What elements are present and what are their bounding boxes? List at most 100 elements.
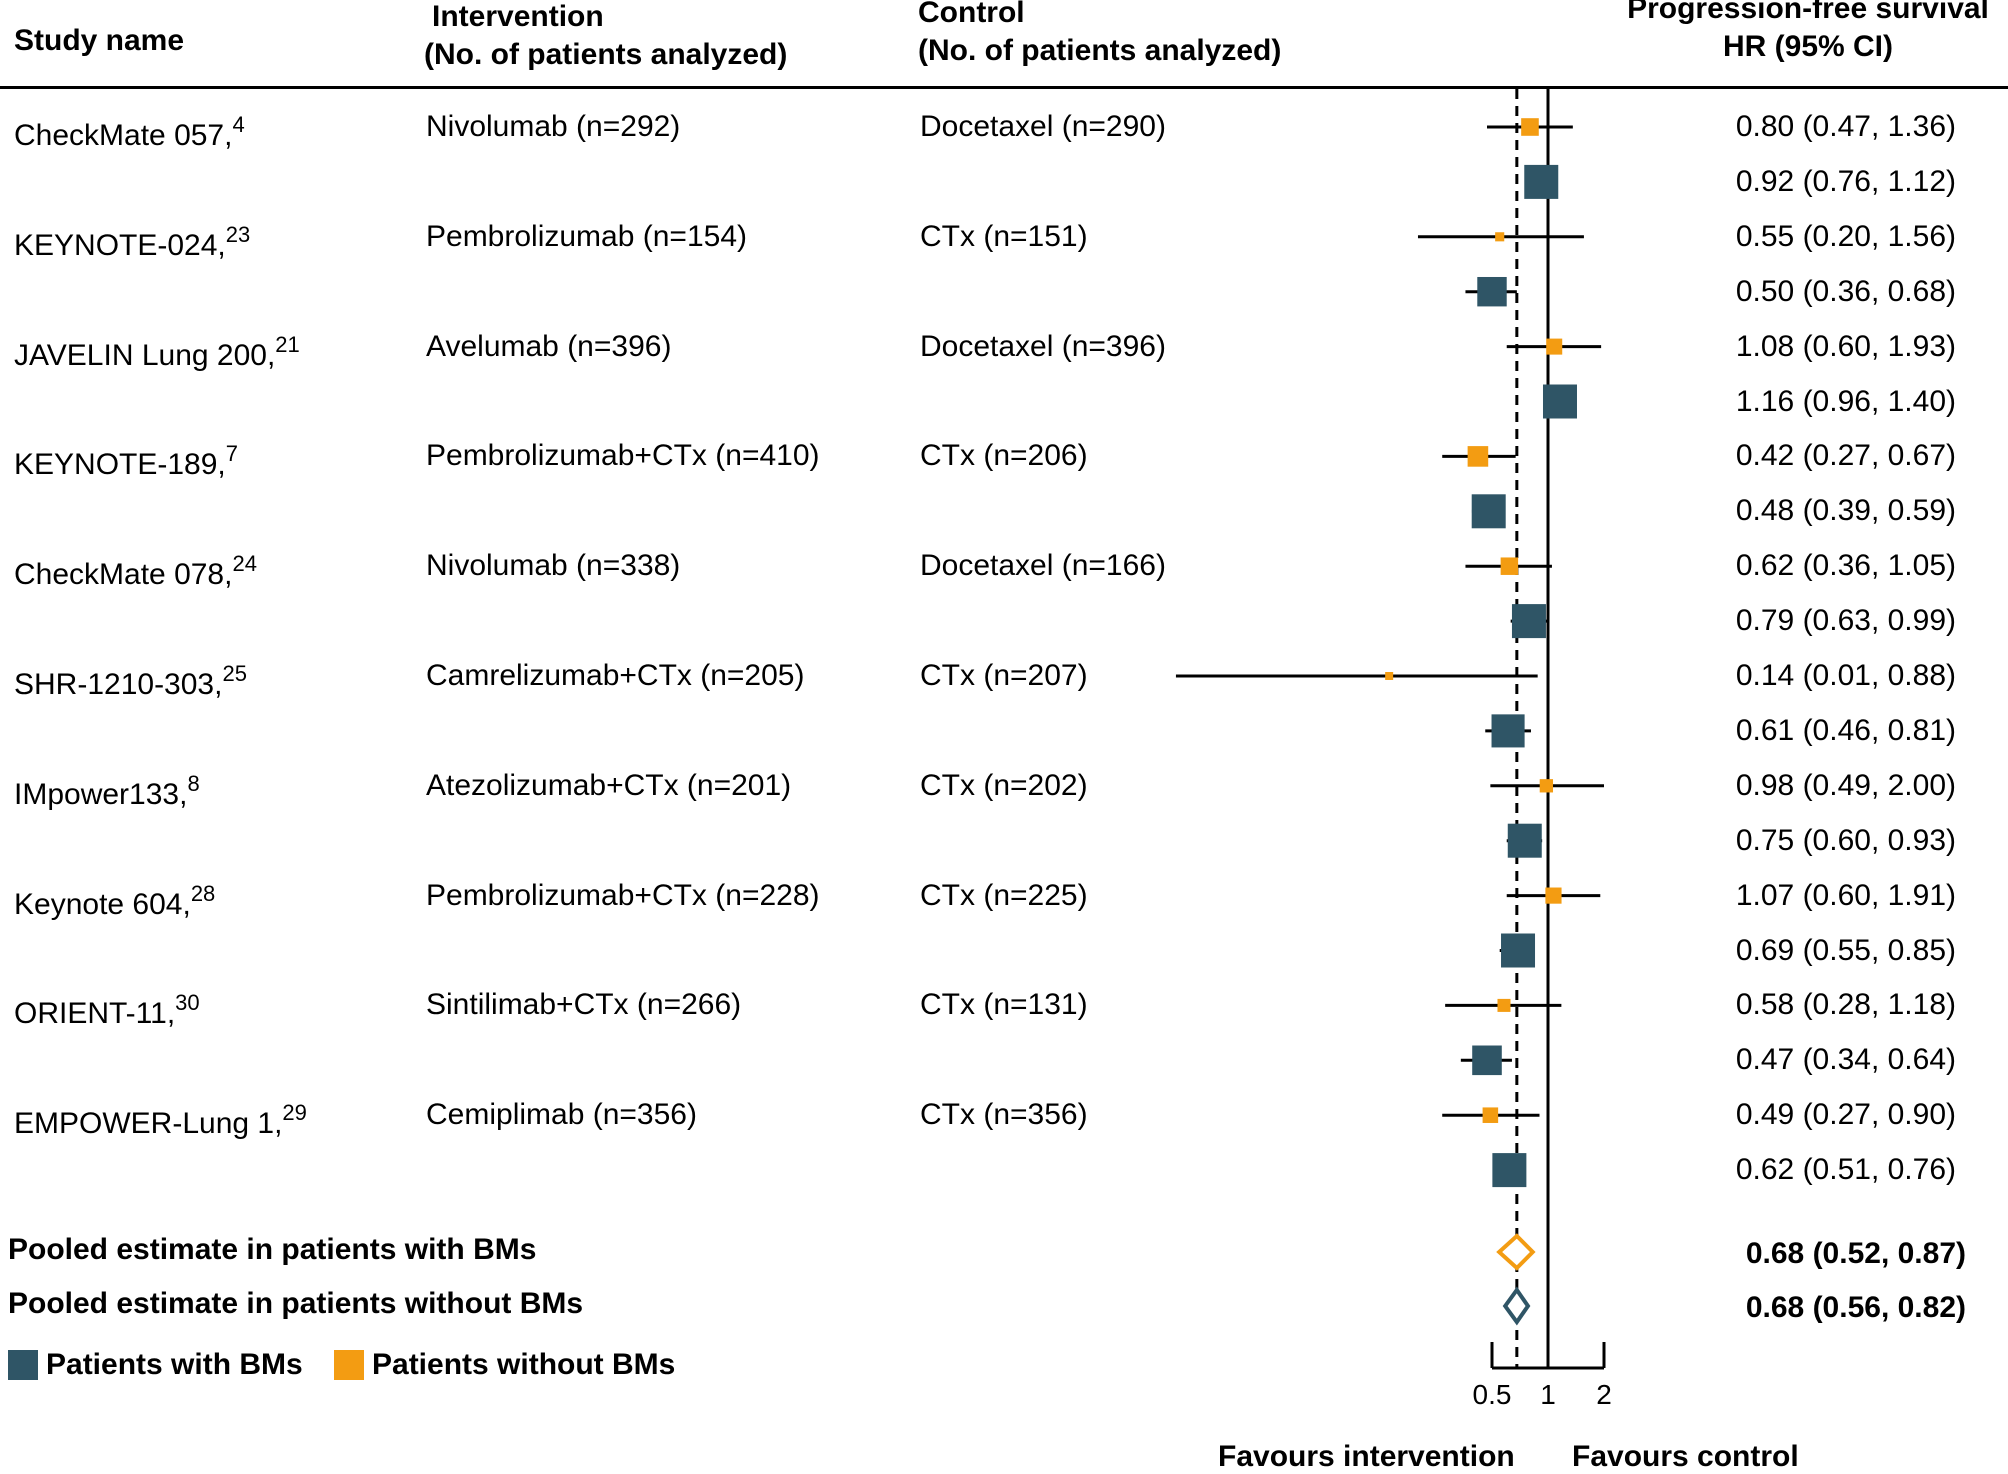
hr-without-bm-2: 1.16 (0.96, 1.40): [1735, 384, 1956, 418]
pooled-with-bm-hr: 0.68 (0.52, 0.87): [1745, 1237, 1966, 1270]
legend-without-bm: Patients without BMs: [334, 1348, 675, 1382]
with-bm-6-point: [1539, 779, 1554, 793]
study-intervention-7: Pembrolizumab+CTx (n=228): [426, 878, 820, 912]
study-name-0: CheckMate 057,4: [14, 109, 245, 154]
with-bm-0-point: [1521, 118, 1539, 136]
study-ref: 8: [187, 770, 200, 796]
without-bm-7-point: [1501, 933, 1536, 968]
with-bm-8-point: [1497, 998, 1511, 1012]
study-name-2: JAVELIN Lung 200,21: [14, 329, 300, 374]
legend-swatch-with-bm: [8, 1350, 38, 1380]
without-bm-6-point: [1507, 823, 1542, 858]
study-intervention-4: Nivolumab (n=338): [426, 549, 681, 583]
with-bm-2-point: [1546, 338, 1563, 355]
study-ref: 4: [232, 112, 245, 137]
without-bm-4-point: [1511, 604, 1546, 639]
header-hr-line1: Progression-free survival: [1627, 0, 1989, 25]
header-intervention-line2: (No. of patients analyzed): [424, 38, 788, 71]
hr-without-bm-1: 0.50 (0.36, 0.68): [1735, 274, 1956, 308]
hr-with-bm-7: 1.07 (0.60, 1.91): [1735, 878, 1956, 912]
study-control-7: CTx (n=225): [920, 878, 1088, 912]
study-name-text: KEYNOTE-189,: [14, 448, 226, 482]
study-name-text: KEYNOTE-024,: [14, 228, 226, 262]
hr-with-bm-5: 0.14 (0.01, 0.88): [1735, 659, 1956, 692]
x-tick-label-1: 1: [1540, 1379, 1556, 1410]
study-name-6: IMpower133,8: [14, 768, 200, 813]
favours-control-label: Favours control: [1572, 1440, 1799, 1473]
study-control-4: Docetaxel (n=166): [920, 549, 1166, 583]
study-ref: 24: [232, 551, 257, 577]
study-intervention-8: Sintilimab+CTx (n=266): [426, 988, 742, 1022]
study-name-1: KEYNOTE-024,23: [14, 219, 250, 264]
with-bm-3-point: [1467, 446, 1489, 467]
pooled-without-bm-label: Pooled estimate in patients without BMs: [8, 1287, 584, 1320]
study-name-text: CheckMate 078,: [14, 558, 233, 592]
hr-with-bm-8: 0.58 (0.28, 1.18): [1735, 988, 1956, 1022]
study-intervention-5: Camrelizumab+CTx (n=205): [426, 659, 805, 692]
hr-with-bm-4: 0.62 (0.36, 1.05): [1735, 549, 1956, 583]
with-bm-9-point: [1482, 1107, 1499, 1123]
x-tick-label-2: 2: [1596, 1379, 1612, 1410]
hr-without-bm-4: 0.79 (0.63, 0.99): [1735, 604, 1956, 638]
hr-without-bm-6: 0.75 (0.60, 0.93): [1735, 823, 1956, 857]
pooled-diamond-1: [1502, 1286, 1531, 1326]
study-name-text: CheckMate 057,: [14, 119, 233, 152]
study-intervention-9: Cemiplimab (n=356): [426, 1098, 697, 1132]
x-tick-label-0: 0.5: [1473, 1379, 1512, 1410]
study-ref: 23: [225, 221, 251, 247]
legend-label-with-bm: Patients with BMs: [46, 1348, 303, 1381]
study-control-2: Docetaxel (n=396): [920, 329, 1166, 363]
without-bm-0-point: [1524, 164, 1559, 199]
without-bm-1-point: [1477, 276, 1507, 307]
header-intervention-line1: Intervention: [432, 0, 604, 33]
hr-with-bm-1: 0.55 (0.20, 1.56): [1735, 219, 1956, 253]
study-name-8: ORIENT-11,30: [14, 987, 200, 1032]
without-bm-3-point: [1471, 494, 1506, 529]
legend-with-bm: Patients with BMs: [8, 1348, 303, 1382]
header-control-line1: Control: [918, 0, 1025, 29]
hr-with-bm-0: 0.80 (0.47, 1.36): [1735, 110, 1956, 143]
study-intervention-0: Nivolumab (n=292): [426, 110, 681, 143]
study-control-8: CTx (n=131): [920, 988, 1088, 1022]
with-bm-5-point: [1385, 672, 1394, 680]
study-name-9: EMPOWER-Lung 1,29: [14, 1097, 307, 1142]
study-control-0: Docetaxel (n=290): [920, 110, 1166, 143]
favours-intervention-label: Favours intervention: [1218, 1440, 1515, 1473]
study-control-3: CTx (n=206): [920, 439, 1088, 473]
header-intervention: Intervention (No. of patients analyzed): [424, 0, 787, 74]
study-intervention-3: Pembrolizumab+CTx (n=410): [426, 439, 820, 473]
study-name-text: IMpower133,: [14, 777, 188, 811]
study-intervention-6: Atezolizumab+CTx (n=201): [426, 768, 792, 802]
with-bm-1-point: [1495, 232, 1505, 242]
hr-without-bm-9: 0.62 (0.51, 0.76): [1735, 1153, 1956, 1187]
study-name-text: EMPOWER-Lung 1,: [14, 1107, 283, 1141]
header-control-line2: (No. of patients analyzed): [918, 34, 1282, 67]
study-ref: 28: [190, 880, 216, 906]
study-name-4: CheckMate 078,24: [14, 548, 257, 593]
study-name-5: SHR-1210-303,25: [14, 658, 247, 703]
header-study-name: Study name: [14, 24, 185, 57]
hr-without-bm-0: 0.92 (0.76, 1.12): [1735, 164, 1956, 198]
header-hr: Progression-free survival HR (95% CI): [1610, 0, 2006, 66]
legend-swatch-without-bm: [334, 1350, 364, 1380]
study-name-text: Keynote 604,: [14, 887, 191, 921]
without-bm-5-point: [1491, 714, 1525, 748]
study-control-1: CTx (n=151): [920, 219, 1088, 253]
without-bm-2-point: [1542, 384, 1577, 419]
hr-without-bm-3: 0.48 (0.39, 0.59): [1735, 494, 1956, 528]
study-ref: 29: [282, 1100, 307, 1126]
study-name-text: ORIENT-11,: [14, 997, 176, 1031]
study-ref: 7: [225, 441, 238, 467]
study-intervention-1: Pembrolizumab (n=154): [426, 219, 747, 253]
hr-with-bm-2: 1.08 (0.60, 1.93): [1735, 329, 1956, 363]
without-bm-9-point: [1492, 1153, 1527, 1188]
study-control-5: CTx (n=207): [920, 659, 1088, 692]
study-name-text: JAVELIN Lung 200,: [14, 338, 276, 372]
hr-without-bm-7: 0.69 (0.55, 0.85): [1735, 933, 1956, 967]
header-divider: [0, 86, 2008, 89]
study-name-text: SHR-1210-303,: [14, 668, 223, 701]
without-bm-8-point: [1472, 1045, 1502, 1076]
study-ref: 30: [175, 990, 200, 1016]
study-name-3: KEYNOTE-189,7: [14, 438, 238, 483]
